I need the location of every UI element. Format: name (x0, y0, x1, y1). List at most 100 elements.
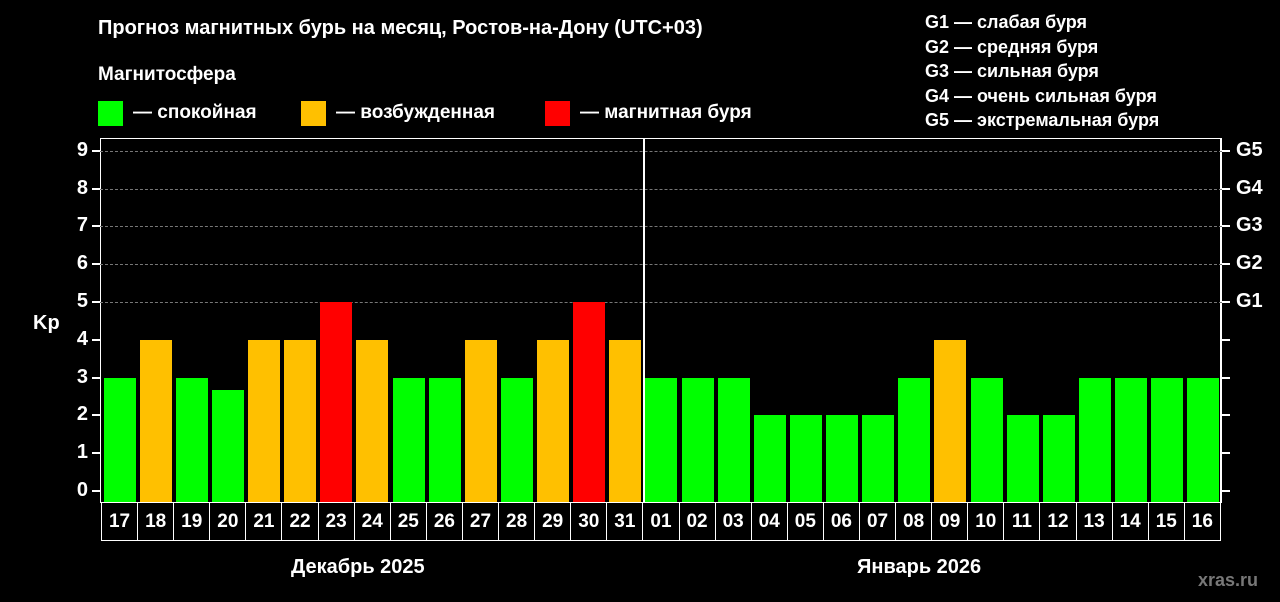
y-tick-mark (92, 301, 100, 303)
kp-bar-14 (1115, 377, 1148, 502)
day-label: 05 (788, 503, 824, 540)
y-tick-mark (92, 225, 100, 228)
day-label: 06 (824, 503, 860, 540)
y-tick-mark (92, 376, 100, 379)
day-label: 26 (427, 503, 463, 540)
y-tick-mark (92, 338, 100, 341)
gridline (100, 302, 1222, 303)
kp-bar-03 (717, 377, 750, 502)
y-tick-label: 9 (76, 138, 88, 161)
kp-bar-29 (537, 339, 570, 502)
kp-bar-01 (645, 377, 678, 502)
legend-calm-label: — спокойная (133, 102, 257, 123)
gridline (100, 150, 1222, 152)
day-label: 16 (1191, 510, 1213, 532)
y-tick-mark (92, 263, 100, 266)
kp-bar-13 (1079, 377, 1111, 502)
storm-swatch (545, 100, 570, 126)
day-label: 14 (1113, 503, 1149, 540)
day-label: 24 (355, 503, 391, 540)
day-label: 20 (210, 503, 247, 540)
y-tick-label: 6 (76, 252, 88, 275)
y-tick-mark (92, 187, 100, 190)
day-label: 08 (896, 503, 933, 540)
calm-swatch (98, 100, 123, 126)
day-label: 01 (643, 503, 680, 540)
y-tick-label: 0 (76, 479, 88, 501)
g-level-label: G1 (1236, 290, 1263, 312)
right-tick-mark (1222, 149, 1230, 152)
kp-bar-24 (356, 339, 389, 502)
kp-bar-22 (284, 339, 317, 502)
y-tick-label: 4 (76, 327, 88, 350)
legend-active: — возбужденная (301, 100, 495, 126)
kp-bar-04 (753, 415, 786, 502)
kp-bar-07 (862, 415, 895, 502)
day-label: 23 (319, 503, 355, 540)
y-tick-label: 5 (76, 290, 88, 312)
kp-bar-06 (826, 415, 859, 502)
gridline (100, 188, 1222, 190)
g1-legend: G1 — слабая буря (925, 12, 1088, 32)
day-label: 31 (607, 503, 644, 540)
day-label: 04 (752, 503, 788, 540)
month-label-january: Январь 2026 (857, 556, 982, 578)
y-axis-label: Kp (33, 312, 60, 334)
legend-title: Магнитосфера (98, 64, 236, 85)
y-tick-label: 2 (76, 403, 88, 426)
y-tick-label: 7 (76, 214, 88, 237)
g-level-label: G3 (1236, 214, 1263, 237)
g-level-label: G4 (1236, 176, 1263, 199)
right-tick-mark (1222, 338, 1230, 341)
y-tick-mark (92, 414, 100, 417)
legend-active-label: — возбужденная (336, 102, 496, 123)
y-tick-label: 1 (76, 441, 88, 464)
month-divider (643, 138, 645, 502)
right-tick-mark (1222, 225, 1230, 228)
legend-storm-label: — магнитная буря (580, 102, 752, 123)
right-tick-mark (1222, 263, 1230, 266)
kp-bar-17 (103, 377, 136, 502)
kp-bar-25 (392, 377, 425, 502)
y-tick-mark (92, 490, 100, 492)
g5-legend: G5 — экстремальная буря (925, 110, 1160, 130)
day-label: 11 (1004, 503, 1041, 540)
y-tick-mark (92, 149, 100, 152)
right-tick-mark (1222, 414, 1230, 417)
day-label: 29 (535, 503, 572, 540)
plot-area (100, 138, 1222, 503)
right-tick-mark (1222, 301, 1230, 303)
day-label: 18 (138, 503, 175, 540)
day-label: 15 (1149, 503, 1185, 540)
y-tick-label: 3 (76, 365, 88, 388)
kp-bar-20 (211, 390, 244, 502)
right-tick-mark (1222, 187, 1230, 190)
g3-legend: G3 — сильная буря (925, 61, 1099, 81)
g2-legend: G2 — средняя буря (925, 36, 1099, 57)
kp-bar-15 (1151, 377, 1184, 502)
kp-bar-27 (464, 339, 497, 502)
kp-bar-05 (789, 415, 822, 502)
kp-bar-28 (500, 377, 533, 502)
day-label: 13 (1077, 503, 1113, 540)
gridline (100, 264, 1222, 266)
kp-bar-16 (1187, 377, 1220, 502)
legend-calm: — спокойная (98, 100, 257, 126)
day-label: 17 (102, 503, 139, 540)
legend-storm: — магнитная буря (545, 100, 752, 126)
chart-title: Прогноз магнитных бурь на месяц, Ростов-… (98, 17, 703, 39)
kp-bar-10 (970, 377, 1003, 502)
day-label: 12 (1040, 503, 1077, 540)
day-label: 07 (860, 503, 897, 540)
right-tick-mark (1222, 376, 1230, 379)
day-label: 19 (174, 503, 211, 540)
day-label: 25 (391, 503, 427, 540)
day-label: 21 (246, 503, 283, 540)
kp-bar-09 (934, 339, 967, 502)
y-tick-label: 8 (76, 176, 88, 199)
kp-bar-31 (609, 339, 642, 502)
g-level-label: G2 (1236, 252, 1263, 275)
day-label: 28 (499, 503, 536, 540)
kp-bar-26 (428, 377, 461, 502)
kp-bar-12 (1042, 415, 1075, 502)
